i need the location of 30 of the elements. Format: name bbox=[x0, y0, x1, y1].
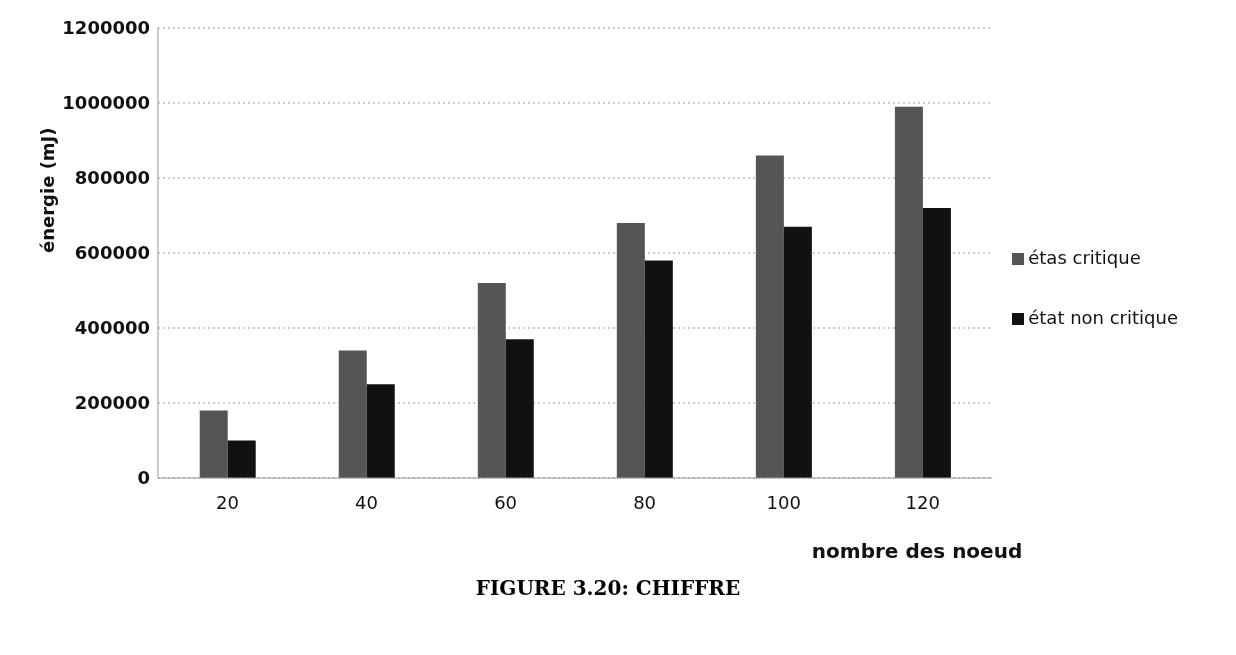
bar bbox=[616, 223, 645, 478]
bar bbox=[338, 350, 367, 478]
legend-label: état non critique bbox=[1028, 307, 1178, 328]
bar bbox=[477, 283, 506, 478]
bar bbox=[922, 208, 951, 478]
x-tick-label: 80 bbox=[633, 491, 657, 513]
y-axis-title: énergie (mJ) bbox=[37, 127, 59, 253]
y-tick-label: 0 bbox=[137, 467, 150, 489]
y-tick-label: 1000000 bbox=[62, 92, 150, 114]
legend-label: étas critique bbox=[1028, 247, 1141, 268]
y-tick-label: 800000 bbox=[74, 167, 150, 189]
caption: FIGURE 3.20: CHIFFRE bbox=[474, 576, 742, 600]
bar bbox=[227, 440, 256, 478]
y-tick-label: 200000 bbox=[74, 392, 150, 414]
x-tick-label: 40 bbox=[355, 491, 379, 513]
bar bbox=[366, 384, 395, 478]
y-tick-label: 1200000 bbox=[62, 17, 150, 39]
x-tick-label: 100 bbox=[766, 491, 801, 513]
bar bbox=[199, 410, 228, 478]
x-tick-label: 120 bbox=[905, 491, 940, 513]
bar bbox=[755, 155, 784, 478]
y-tick-label: 400000 bbox=[74, 317, 150, 339]
bar bbox=[783, 226, 812, 478]
bar bbox=[644, 260, 673, 478]
x-tick-label: 60 bbox=[494, 491, 518, 513]
bar bbox=[505, 339, 534, 478]
x-axis-title: nombre des noeud bbox=[811, 539, 1023, 563]
bar bbox=[894, 106, 923, 478]
x-tick-label: 20 bbox=[216, 491, 239, 513]
y-tick-label: 600000 bbox=[74, 242, 150, 264]
